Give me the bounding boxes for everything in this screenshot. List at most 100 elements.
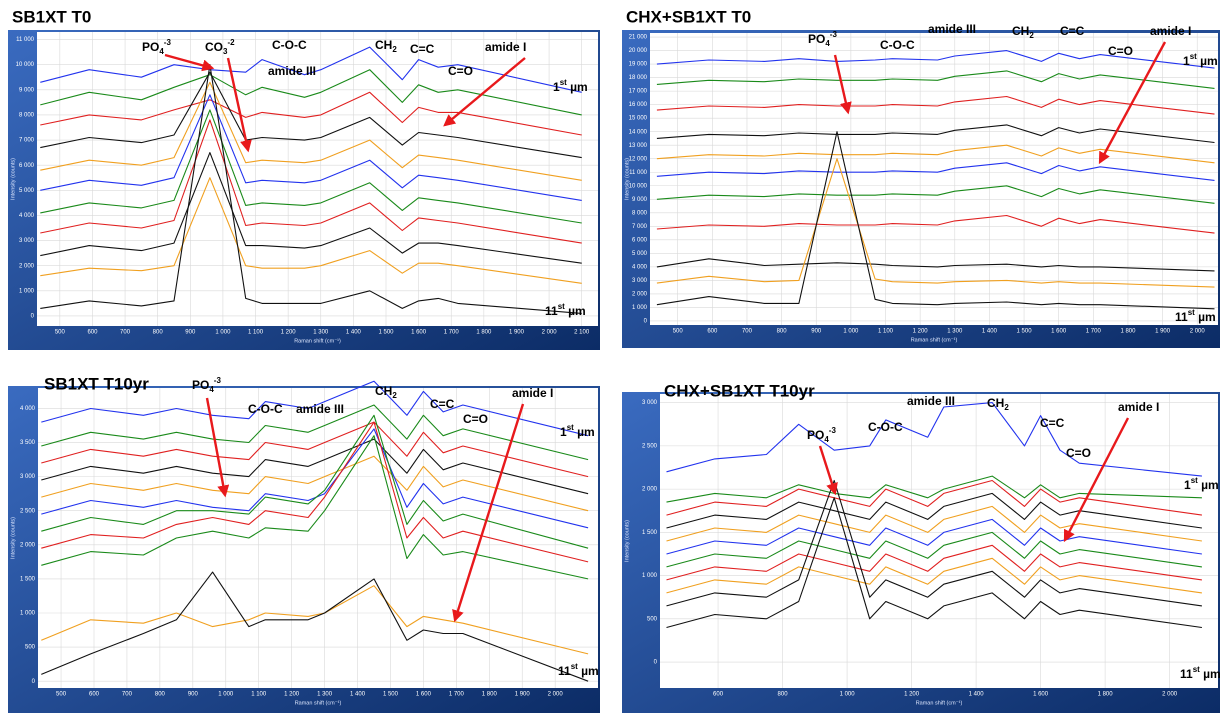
peak-label-text: 11 (1180, 667, 1193, 681)
peak-label: 1st µm (1184, 476, 1219, 492)
y-tick-label: 1 000 (20, 611, 36, 617)
peak-label: PO4-3 (192, 376, 221, 394)
spectrum-line (656, 214, 1215, 234)
peak-label-text: C=O (463, 412, 488, 426)
y-tick-label: 16 000 (629, 102, 648, 108)
x-tick-label: 500 (55, 330, 66, 336)
peak-label-text: C=C (430, 397, 455, 411)
peak-label-text: C-O-C (880, 38, 915, 52)
label-unit: µm (567, 80, 588, 94)
spectrum-line (41, 438, 589, 495)
y-tick-label: 5 000 (632, 251, 648, 257)
x-tick-label: 500 (56, 692, 67, 698)
arrow (833, 54, 852, 115)
spectrum-line (656, 144, 1215, 164)
y-tick-label: 18 000 (629, 75, 648, 81)
peak-label: C-O-C (248, 402, 283, 416)
superscript: st (1191, 476, 1198, 485)
spectrum-line (666, 402, 1202, 477)
y-tick-label: 2 000 (19, 263, 35, 269)
arrow (443, 57, 526, 127)
peak-label: CH2 (375, 384, 397, 400)
x-tick-label: 1 200 (281, 330, 297, 336)
label-unit: µm (1197, 54, 1218, 68)
y-tick-label: 15 000 (629, 116, 648, 122)
peak-label: amide I (485, 40, 526, 54)
x-tick-label: 700 (120, 330, 131, 336)
subscript: 3 (223, 47, 228, 56)
y-axis-label: Intensity (counts) (10, 158, 16, 200)
x-tick-label: 1 800 (476, 330, 492, 336)
y-tick-label: 3 000 (642, 400, 658, 406)
y-tick-label: 11 000 (16, 37, 35, 43)
spectrum-line (41, 455, 589, 512)
y-tick-label: 4 000 (19, 213, 35, 219)
y-tick-label: 9 000 (19, 87, 35, 93)
y-axis-label: Intensity (counts) (624, 520, 630, 562)
peak-label-text: amide III (928, 22, 976, 36)
x-tick-label: 700 (742, 329, 753, 335)
peak-label-text: C=O (1108, 44, 1133, 58)
y-tick-label: 12 000 (629, 156, 648, 162)
peak-label: amide I (512, 386, 553, 400)
x-tick-label: 1 600 (1051, 329, 1067, 335)
subscript: 4 (825, 39, 830, 48)
peak-label-text: PO (192, 378, 209, 392)
spectrum-line (666, 479, 1202, 607)
y-tick-label: 5 000 (19, 188, 35, 194)
peak-label: CO3-2 (205, 38, 235, 56)
peak-label: C-O-C (272, 38, 307, 52)
x-tick-label: 1 100 (251, 692, 267, 698)
x-tick-label: 1 800 (1120, 329, 1136, 335)
subscript: 2 (392, 391, 397, 400)
spectrum-line (656, 70, 1215, 89)
y-tick-label: 7 000 (19, 138, 35, 144)
peak-label-text: amide I (485, 40, 526, 54)
plot-area (660, 394, 1218, 688)
plot-area (650, 33, 1218, 325)
peak-label-text: amide I (512, 386, 553, 400)
superscript: st (567, 423, 574, 432)
superscript: st (1188, 308, 1195, 317)
x-tick-label: 1 300 (313, 330, 329, 336)
x-tick-label: 2 000 (542, 330, 558, 336)
x-tick-label: 2 000 (1162, 692, 1178, 698)
subscript: 4 (159, 47, 164, 56)
spectrum-line (40, 81, 582, 181)
spectrum-line (656, 162, 1215, 181)
y-tick-label: 20 000 (629, 48, 648, 54)
panel-title: CHX+SB1XT T0 (626, 7, 751, 26)
panel-title: CHX+SB1XT T10yr (664, 381, 815, 400)
spectrum-line (41, 585, 589, 655)
x-tick-label: 1 400 (982, 329, 998, 335)
x-tick-label: 500 (673, 329, 684, 335)
peak-label: CH2 (375, 38, 397, 54)
peak-label: PO4-3 (808, 30, 837, 48)
x-tick-label: 1 400 (350, 692, 366, 698)
plot-area (37, 32, 598, 326)
x-tick-label: 1 200 (904, 692, 920, 698)
y-tick-label: 3 000 (19, 238, 35, 244)
x-tick-label: 1 000 (840, 692, 856, 698)
spectrum-line (40, 71, 582, 159)
y-tick-label: 1 000 (19, 288, 35, 294)
y-tick-label: 1 500 (642, 530, 658, 536)
x-tick-label: 1 200 (284, 692, 300, 698)
x-tick-label: 1 500 (383, 692, 399, 698)
x-tick-label: 1 500 (378, 330, 394, 336)
x-tick-label: 900 (188, 692, 199, 698)
y-tick-label: 4 000 (20, 406, 36, 412)
peak-label-text: CH (987, 396, 1004, 410)
spectrum-line (656, 124, 1215, 144)
y-tick-label: 8 000 (632, 210, 648, 216)
peak-label-text: 1 (1184, 478, 1191, 492)
spectrum-line (41, 404, 589, 461)
y-axis-label: Intensity (counts) (10, 517, 16, 559)
spectrum-line (666, 531, 1202, 568)
label-unit: µm (1195, 310, 1216, 324)
spectrum-line (656, 131, 1215, 310)
x-tick-label: 800 (777, 329, 788, 335)
peak-label-text: 11 (558, 664, 571, 678)
peak-label-text: CH (375, 38, 392, 52)
